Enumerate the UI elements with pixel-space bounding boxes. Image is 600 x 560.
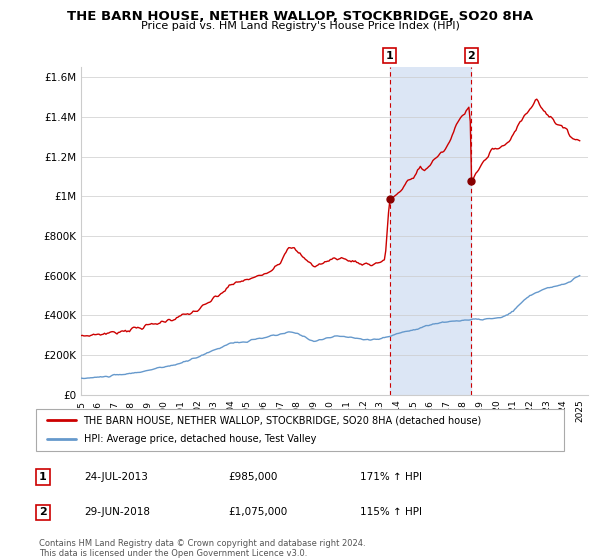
Text: 1: 1: [386, 50, 394, 60]
FancyBboxPatch shape: [36, 409, 564, 451]
Text: 2: 2: [467, 50, 475, 60]
Text: Contains HM Land Registry data © Crown copyright and database right 2024.
This d: Contains HM Land Registry data © Crown c…: [39, 539, 365, 558]
Text: 29-JUN-2018: 29-JUN-2018: [84, 507, 150, 517]
Text: 115% ↑ HPI: 115% ↑ HPI: [360, 507, 422, 517]
Text: THE BARN HOUSE, NETHER WALLOP, STOCKBRIDGE, SO20 8HA: THE BARN HOUSE, NETHER WALLOP, STOCKBRID…: [67, 10, 533, 23]
Text: THE BARN HOUSE, NETHER WALLOP, STOCKBRIDGE, SO20 8HA (detached house): THE BARN HOUSE, NETHER WALLOP, STOCKBRID…: [83, 415, 482, 425]
Text: Price paid vs. HM Land Registry's House Price Index (HPI): Price paid vs. HM Land Registry's House …: [140, 21, 460, 31]
Text: £1,075,000: £1,075,000: [228, 507, 287, 517]
Bar: [389, 67, 472, 395]
Text: £985,000: £985,000: [228, 472, 277, 482]
Text: 171% ↑ HPI: 171% ↑ HPI: [360, 472, 422, 482]
Text: 1: 1: [39, 472, 47, 482]
Text: HPI: Average price, detached house, Test Valley: HPI: Average price, detached house, Test…: [83, 435, 316, 445]
Text: 2: 2: [39, 507, 47, 517]
Text: 24-JUL-2013: 24-JUL-2013: [84, 472, 148, 482]
